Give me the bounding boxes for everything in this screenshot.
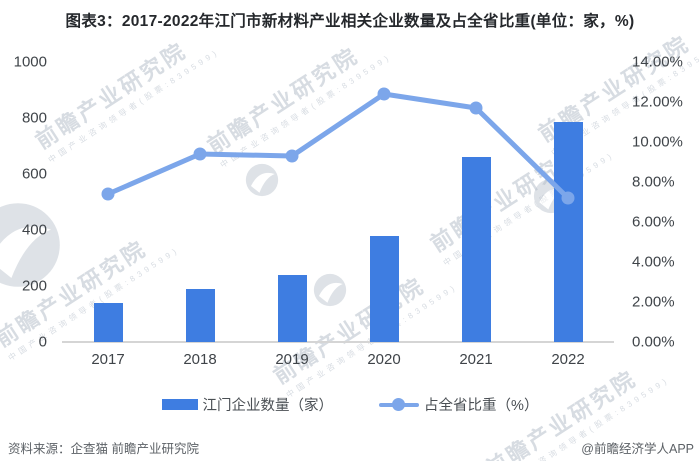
bar xyxy=(553,122,583,342)
line-series-label: 占全省比重（%） xyxy=(424,398,539,414)
left-axis-tick: 200 xyxy=(21,277,47,295)
x-axis-label: 2020 xyxy=(367,351,401,368)
x-axis-label: 2022 xyxy=(551,351,585,368)
legend-item-line-series: 占全省比重（%） xyxy=(379,394,538,415)
right-axis-tick: 14.00% xyxy=(632,53,683,71)
right-axis-tick: 4.00% xyxy=(632,253,675,271)
bar xyxy=(185,288,215,342)
x-axis-label: 2019 xyxy=(275,351,309,368)
right-axis-tick: 10.00% xyxy=(632,133,683,151)
line-swatch-dot xyxy=(392,398,406,411)
bar xyxy=(461,157,491,342)
line-point xyxy=(561,191,575,205)
legend: 江门企业数量（家） 占全省比重（%） xyxy=(0,394,700,415)
left-axis-tick: 600 xyxy=(21,165,47,183)
line-series-swatch xyxy=(379,398,420,412)
bar xyxy=(369,235,399,342)
trend-line xyxy=(107,91,570,200)
left-axis-tick: 1000 xyxy=(13,53,47,71)
x-axis-label: 2021 xyxy=(459,351,493,368)
line-point xyxy=(469,101,483,115)
right-axis-tick: 8.00% xyxy=(632,173,675,191)
left-axis-tick: 400 xyxy=(21,221,47,239)
bar-series-swatch xyxy=(161,399,198,410)
line-point xyxy=(101,187,115,201)
legend-item-bar-series: 江门企业数量（家） xyxy=(161,394,334,415)
left-axis-tick: 800 xyxy=(21,109,47,127)
right-axis-tick: 0.00% xyxy=(632,333,675,351)
chart-title: 图表3：2017-2022年江门市新材料产业相关企业数量及占全省比重(单位：家，… xyxy=(65,13,635,30)
right-axis-tick: 2.00% xyxy=(632,293,675,311)
left-axis-tick: 0 xyxy=(38,333,47,351)
bar xyxy=(93,302,123,342)
bar xyxy=(277,274,307,342)
x-axis-label: 2018 xyxy=(183,351,217,368)
credit-note: @前瞻经济学人APP xyxy=(581,442,694,456)
bar-series-label: 江门企业数量（家） xyxy=(202,398,334,414)
line-point xyxy=(377,87,391,101)
line-point xyxy=(193,147,207,161)
line-point xyxy=(285,149,299,163)
right-axis-tick: 12.00% xyxy=(632,93,683,111)
x-axis-line xyxy=(62,341,614,343)
right-axis-tick: 6.00% xyxy=(632,213,675,231)
source-note: 资料来源：企查猫 前瞻产业研究院 xyxy=(8,442,199,456)
x-axis-label: 2017 xyxy=(91,351,125,368)
